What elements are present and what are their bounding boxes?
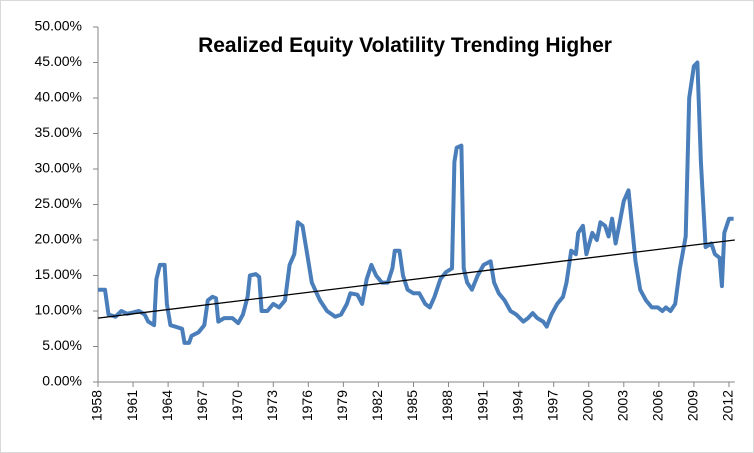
y-tick-label: 10.00% bbox=[35, 302, 82, 318]
x-tick-label: 1973 bbox=[264, 390, 280, 421]
x-tick-label: 2012 bbox=[720, 390, 736, 421]
y-tick-label: 5.00% bbox=[42, 337, 82, 353]
x-tick-label: 1958 bbox=[89, 390, 105, 421]
y-tick-label: 35.00% bbox=[35, 124, 82, 140]
x-tick-label: 1979 bbox=[334, 390, 350, 421]
y-tick-label: 40.00% bbox=[35, 89, 82, 105]
y-tick-label: 30.00% bbox=[35, 160, 82, 176]
x-tick-label: 1997 bbox=[544, 390, 560, 421]
y-tick-label: 20.00% bbox=[35, 231, 82, 247]
x-tick-label: 1988 bbox=[439, 390, 455, 421]
data-line bbox=[98, 60, 734, 345]
y-tick-label: 15.00% bbox=[35, 266, 82, 282]
x-tick-label: 1985 bbox=[404, 390, 420, 421]
x-tick-label: 1964 bbox=[159, 390, 175, 421]
trend-line bbox=[97, 239, 735, 319]
x-tick-label: 1967 bbox=[194, 390, 210, 421]
x-tick-label: 2006 bbox=[650, 390, 666, 421]
x-tick-label: 1994 bbox=[509, 390, 525, 421]
y-tick-label: 0.00% bbox=[42, 373, 82, 389]
y-tick-label: 50.00% bbox=[35, 18, 82, 34]
y-tick-label: 45.00% bbox=[35, 53, 82, 69]
y-tick-label: 25.00% bbox=[35, 195, 82, 211]
x-tick-label: 1961 bbox=[124, 390, 140, 421]
x-tick-label: 1970 bbox=[229, 390, 245, 421]
x-tick-label: 2003 bbox=[615, 390, 631, 421]
x-tick-label: 2009 bbox=[685, 390, 701, 421]
x-tick-label: 2000 bbox=[579, 390, 595, 421]
x-tick-label: 1982 bbox=[369, 390, 385, 421]
chart-title: Realized Equity Volatility Trending High… bbox=[198, 34, 612, 57]
x-tick-label: 1991 bbox=[474, 390, 490, 421]
x-tick-label: 1976 bbox=[299, 390, 315, 421]
